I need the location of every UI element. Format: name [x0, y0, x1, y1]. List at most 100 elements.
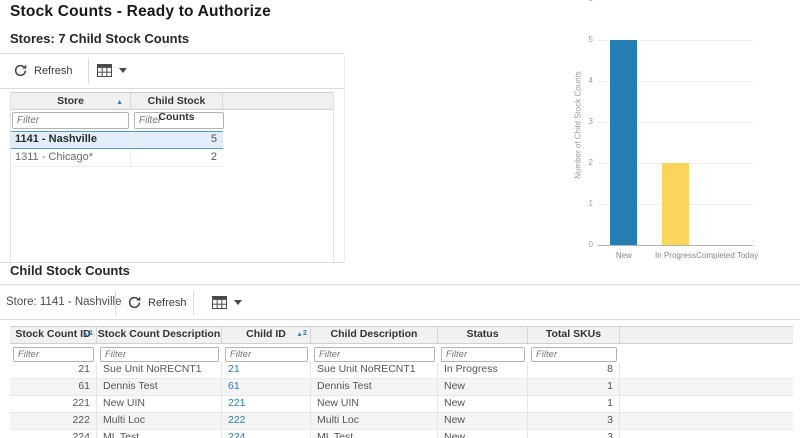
x-tick-label: Completed Today — [696, 251, 759, 260]
y-tick-label: 2 — [588, 158, 593, 167]
cell: ML Test — [97, 430, 222, 438]
column-header[interactable]: Stock Count ID1 — [10, 327, 97, 343]
y-tick-label: 1 — [588, 199, 593, 208]
column-label: Stock Count ID — [15, 328, 91, 340]
stores-filter-row — [11, 110, 333, 131]
toolbar-separator — [193, 291, 194, 315]
cell: Dennis Test — [97, 379, 222, 395]
y-tick-label: 5 — [588, 35, 593, 44]
y-tick-label: 4 — [588, 76, 593, 85]
gridline — [598, 40, 753, 41]
divider — [0, 53, 344, 54]
sort-ascending-icon: 1 — [82, 327, 93, 340]
cell: New — [438, 379, 528, 395]
divider — [0, 262, 344, 263]
filter-input[interactable] — [531, 347, 617, 362]
stores-toolbar: Refresh — [0, 56, 344, 86]
table-row[interactable]: 221 New UIN 221 New UIN New 1 — [10, 396, 793, 413]
sort-ascending-icon: 2 — [296, 327, 307, 340]
child-stock-counts-cell: 5 — [210, 133, 217, 145]
cell: New — [438, 413, 528, 429]
cell: Multi Loc — [311, 413, 438, 429]
cell: 224 — [10, 430, 97, 438]
sort-order-number: 2 — [302, 328, 307, 337]
y-tick-label: 3 — [588, 117, 593, 126]
table-row[interactable]: 21 Sue Unit NoRECNT1 21 Sue Unit NoRECNT1 In… — [10, 362, 793, 379]
grid-icon — [97, 64, 112, 77]
page-title: Stock Counts - Ready to Authorize — [10, 3, 271, 20]
column-header-filler — [620, 327, 793, 343]
cell: 1 — [528, 379, 620, 395]
child-stock-counts-table: Stock Count ID1Stock Count DescriptionCh… — [10, 326, 793, 438]
bar-in-progress — [662, 163, 689, 245]
y-tick-label: 6 — [568, 0, 593, 4]
store-filter-input[interactable] — [12, 112, 129, 129]
toolbar-separator — [88, 59, 89, 83]
table-row[interactable]: 1141 - Nashville 5 — [11, 131, 333, 149]
column-header-store[interactable]: Store — [11, 93, 131, 109]
child-table-body: 21 Sue Unit NoRECNT1 21 Sue Unit NoRECNT1 In… — [10, 362, 793, 438]
cell-filler — [620, 430, 793, 438]
cell-filler — [620, 379, 793, 395]
child-table-header: Stock Count ID1Stock Count DescriptionCh… — [10, 326, 793, 344]
child-id-link[interactable]: 222 — [222, 413, 311, 429]
column-header[interactable]: Child Description — [311, 327, 438, 343]
cell-filler — [620, 362, 793, 378]
gridline — [598, 81, 753, 82]
y-tick-label: 0 — [588, 240, 593, 249]
view-menu-button[interactable] — [97, 64, 127, 77]
refresh-button[interactable]: Refresh — [127, 295, 187, 310]
table-row[interactable]: 1311 - Chicago* 2 — [11, 149, 333, 167]
table-row[interactable]: 222 Multi Loc 222 Multi Loc New 3 — [10, 413, 793, 430]
table-row[interactable]: 224 ML Test 224 ML Test New 3 — [10, 430, 793, 438]
child-id-link[interactable]: 221 — [222, 396, 311, 412]
gridline — [598, 122, 753, 123]
cell: Dennis Test — [311, 379, 438, 395]
column-header-child-stock-counts[interactable]: Child Stock Counts — [131, 93, 223, 123]
cell: 3 — [528, 413, 620, 429]
cell: 3 — [528, 430, 620, 438]
child-stock-counts-filter-input[interactable] — [134, 112, 224, 129]
refresh-icon — [14, 64, 27, 77]
cell: 1 — [528, 396, 620, 412]
filter-cell — [311, 344, 438, 362]
filter-input[interactable] — [225, 347, 308, 362]
stores-table-header: Store Child Stock Counts — [11, 92, 333, 123]
view-menu-button[interactable] — [212, 296, 242, 309]
filter-input[interactable] — [100, 347, 219, 362]
column-label: Stock Count Description — [97, 328, 221, 340]
column-header[interactable]: Child ID 2 — [222, 327, 311, 343]
column-header[interactable]: Stock Count Description — [97, 327, 222, 343]
divider — [0, 319, 800, 320]
column-header[interactable]: Status — [438, 327, 528, 343]
child-id-link[interactable]: 224 — [222, 430, 311, 438]
refresh-button[interactable]: Refresh — [13, 63, 73, 78]
cell-filler — [620, 396, 793, 412]
stores-section-heading: Stores: 7 Child Stock Counts — [10, 31, 190, 46]
filter-input[interactable] — [314, 347, 435, 362]
table-row[interactable]: 61 Dennis Test 61 Dennis Test New 1 — [10, 379, 793, 396]
child-stock-counts-cell: 2 — [210, 151, 217, 163]
row-cells: 1141 - Nashville 5 — [11, 131, 223, 149]
filter-cell — [97, 344, 222, 362]
refresh-label: Refresh — [34, 64, 73, 77]
sort-order-number: 1 — [88, 328, 93, 337]
filter-cell — [222, 344, 311, 362]
x-tick-label: In Progress — [655, 251, 696, 260]
child-id-link[interactable]: 21 — [222, 362, 311, 378]
panel-splitter — [344, 55, 345, 262]
child-id-link[interactable]: 61 — [222, 379, 311, 395]
filter-input[interactable] — [441, 347, 525, 362]
chevron-down-icon — [234, 300, 242, 305]
column-label: Child ID — [246, 328, 286, 340]
child-table-filter-row — [10, 344, 793, 362]
column-header[interactable]: Total SKUs — [528, 327, 620, 343]
filter-input[interactable] — [13, 347, 94, 362]
refresh-icon — [128, 296, 141, 309]
x-tick-label: New — [615, 251, 632, 260]
sort-arrow — [296, 327, 302, 339]
filter-cell — [438, 344, 528, 362]
child-stock-counts-chart: Number of Child Stock Counts 0123456NewI… — [568, 0, 788, 268]
row-cells: 1311 - Chicago* 2 — [11, 149, 223, 167]
